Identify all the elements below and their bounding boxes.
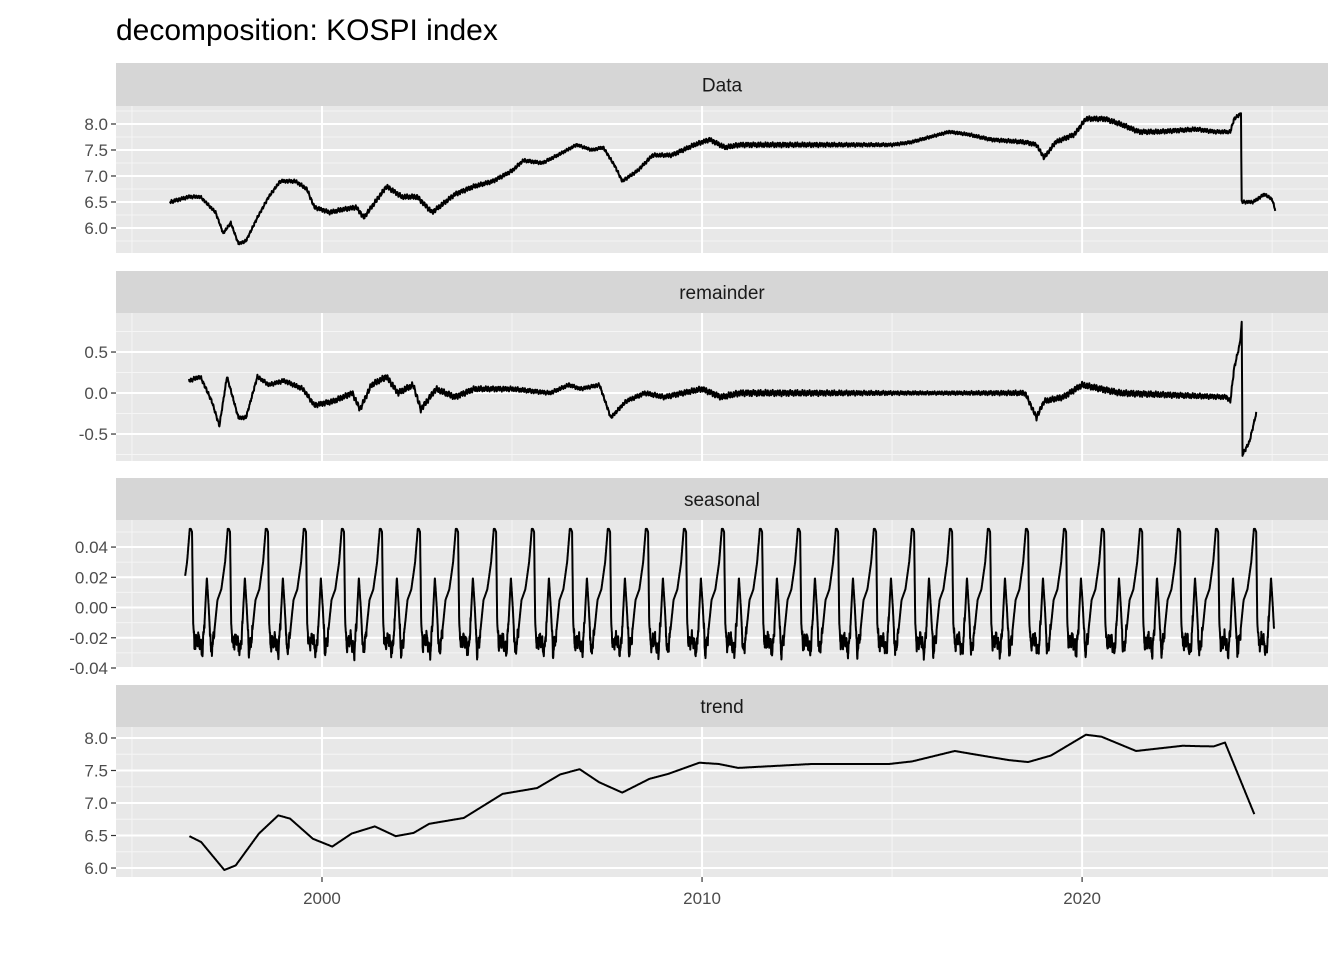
panel-data: Data 6.0 6.5 7.0 7.5 8.0 [84, 63, 1328, 253]
y-tick-label: 7.0 [84, 167, 108, 186]
x-tick-label: 2010 [683, 889, 721, 908]
x-axis: 2000 2010 2020 [303, 877, 1101, 908]
y-tick-label: -0.04 [69, 659, 108, 678]
y-tick-label: 7.5 [84, 761, 108, 780]
y-tick-label: 0.5 [84, 343, 108, 362]
y-tick-label: 0.00 [75, 599, 108, 618]
strip-label: trend [700, 697, 743, 718]
y-tick-label: 8.0 [84, 115, 108, 134]
strip-trend [116, 685, 1328, 727]
y-tick-label: 7.5 [84, 141, 108, 160]
series-line-seasonal [184, 527, 1275, 662]
y-tick-label: 7.0 [84, 794, 108, 813]
y-tick-label: 0.02 [75, 568, 108, 587]
strip-label: remainder [679, 283, 765, 304]
series-line-remainder [188, 320, 1258, 457]
strip-seasonal [116, 478, 1328, 520]
strip-label: seasonal [684, 490, 760, 511]
y-tick-label: 0.0 [84, 384, 108, 403]
y-tick-label: -0.02 [69, 629, 108, 648]
strip-remainder [116, 271, 1328, 313]
y-tick-label: 6.0 [84, 859, 108, 878]
strip-label: Data [702, 76, 743, 97]
y-tick-label: 0.04 [75, 538, 108, 557]
chart-title: decomposition: KOSPI index [116, 14, 498, 47]
strip-data [116, 63, 1328, 106]
plot-background [116, 313, 1328, 461]
y-tick-label: 6.5 [84, 827, 108, 846]
y-tick-label: 8.0 [84, 729, 108, 748]
y-tick-label: 6.0 [84, 219, 108, 238]
series-line-data [169, 112, 1277, 246]
y-tick-label: 6.5 [84, 193, 108, 212]
panel-trend: trend 6.0 6.5 7.0 7.5 8.0 [84, 685, 1328, 878]
y-tick-label: -0.5 [79, 425, 108, 444]
series-line-trend [188, 733, 1256, 871]
panel-seasonal: seasonal -0.04 -0.02 0.00 0.02 0.04 [69, 478, 1328, 678]
plot-background [116, 106, 1328, 253]
x-tick-label: 2000 [303, 889, 341, 908]
x-tick-label: 2020 [1063, 889, 1101, 908]
panel-remainder: remainder -0.5 0.0 0.5 [79, 271, 1328, 461]
